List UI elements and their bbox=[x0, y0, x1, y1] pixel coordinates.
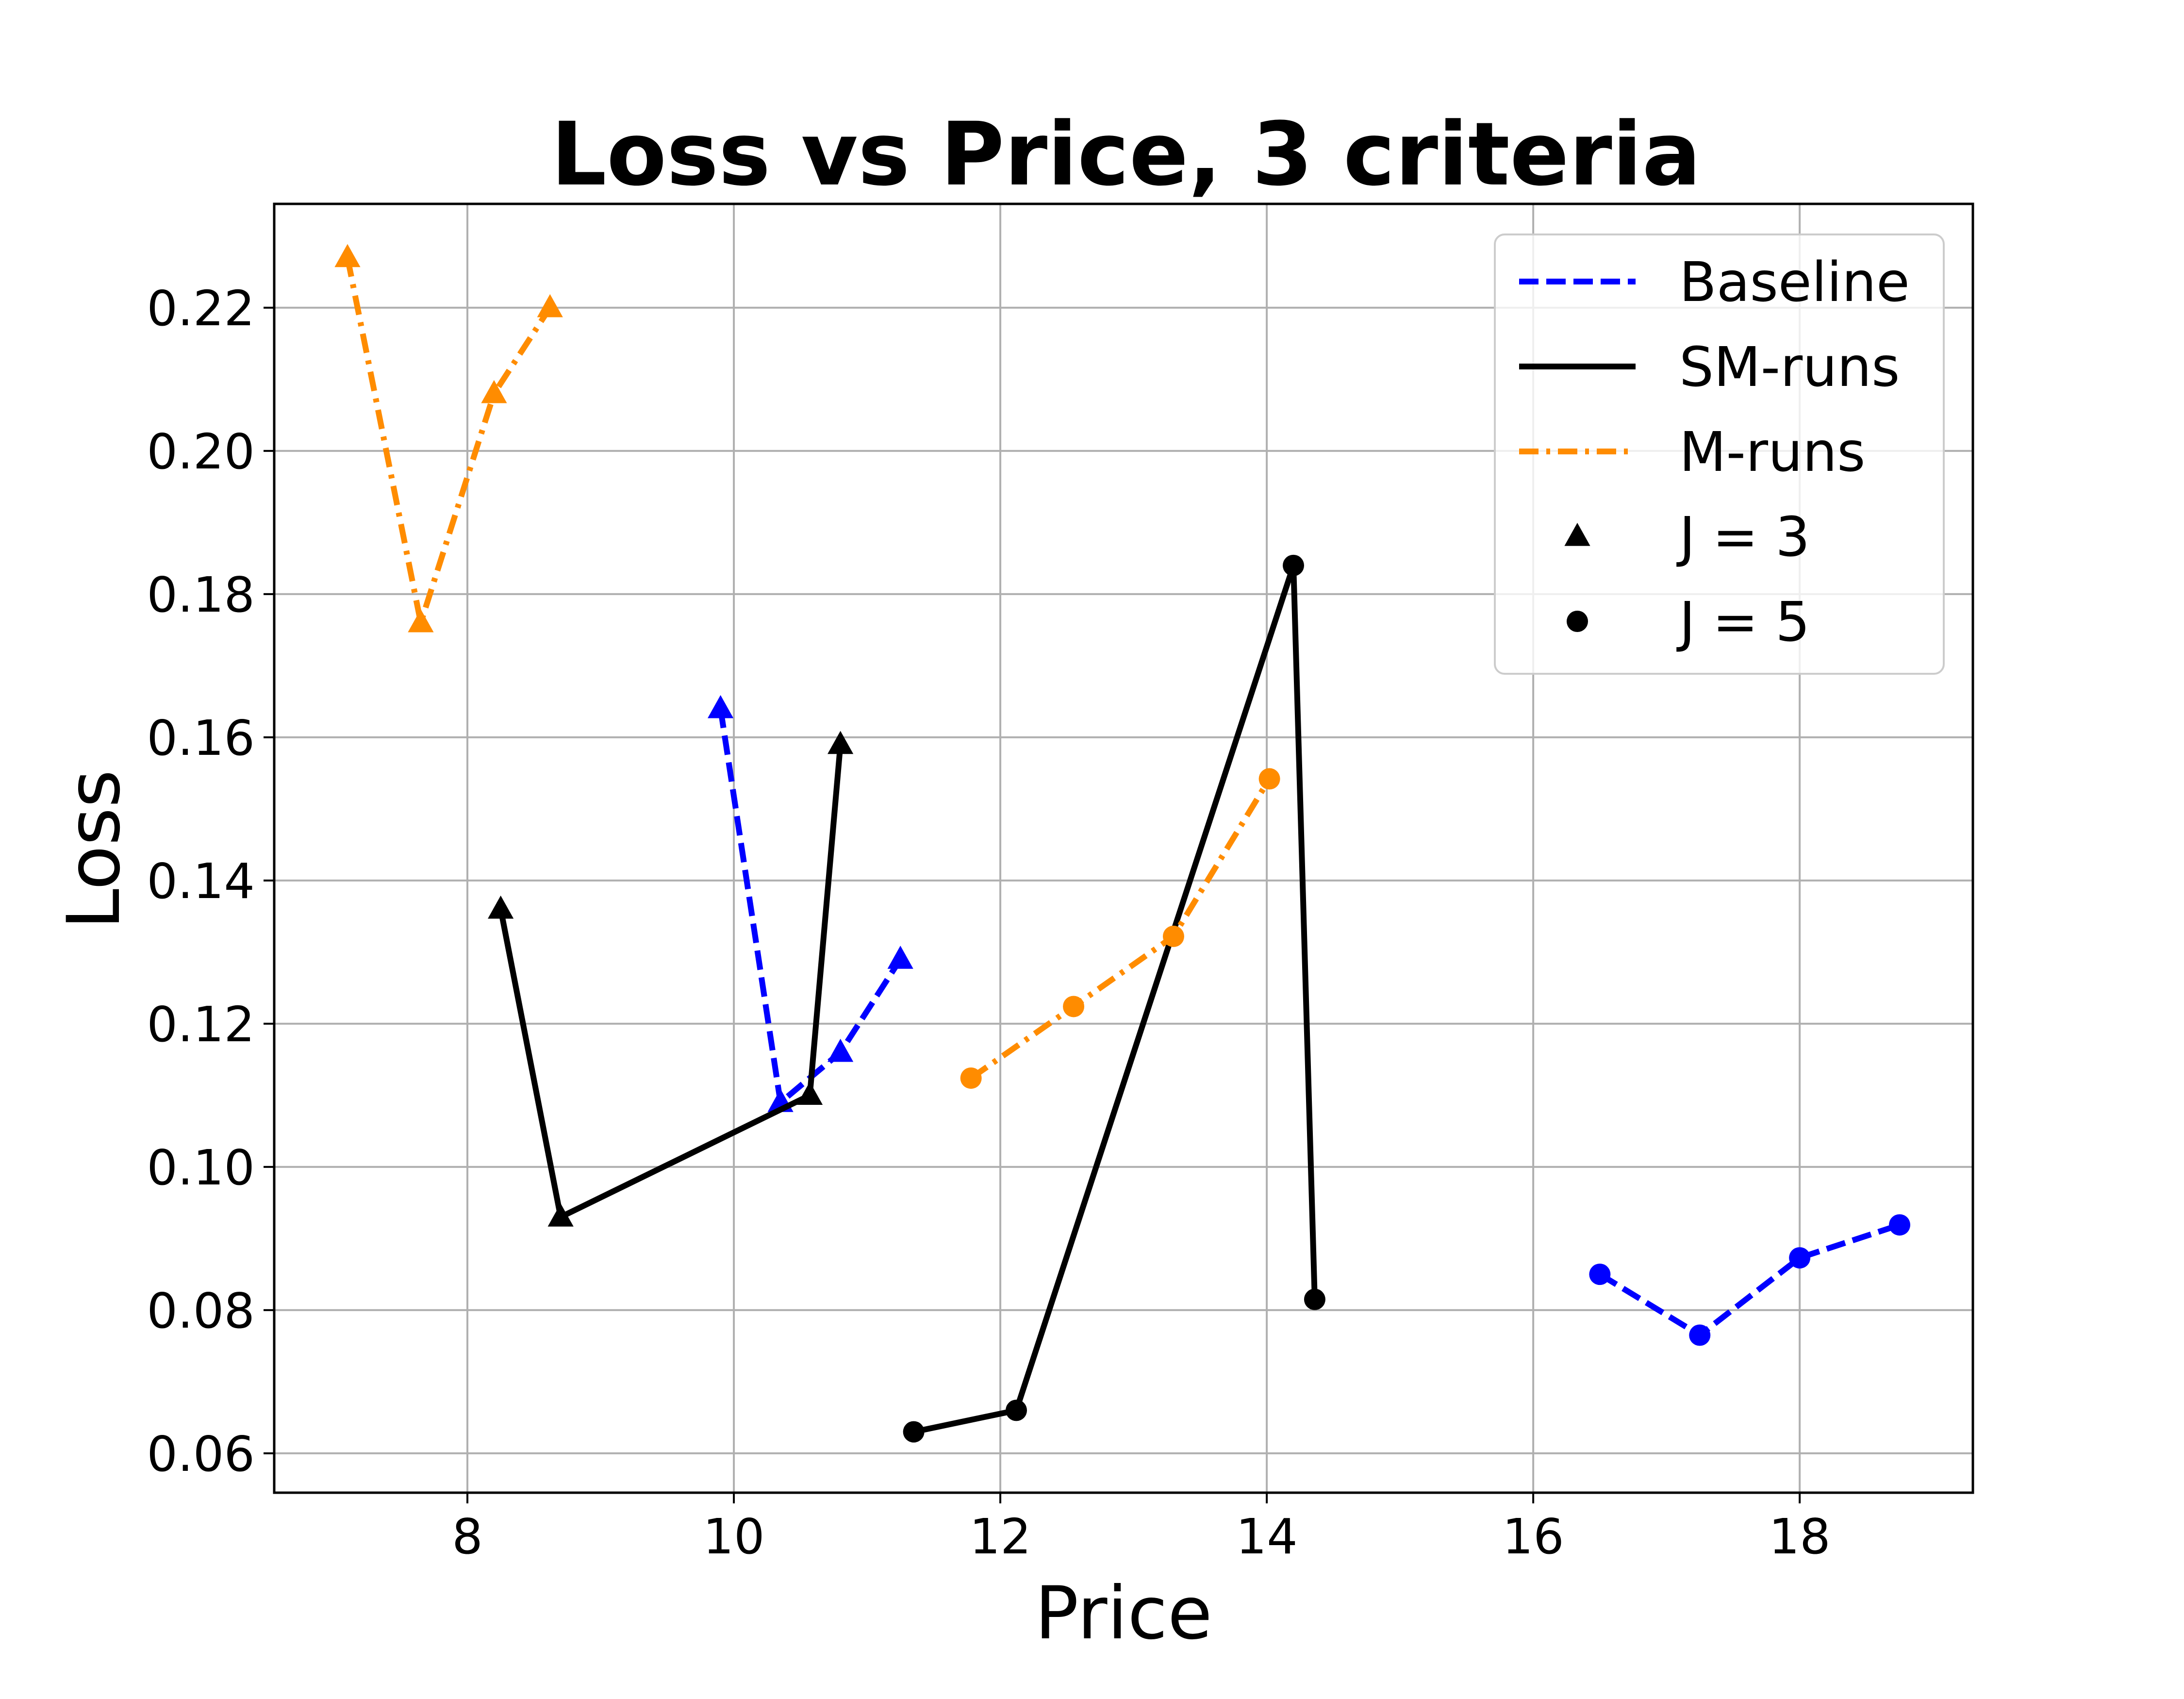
data-point-triangle bbox=[408, 609, 434, 633]
data-point-triangle bbox=[796, 1082, 823, 1105]
data-point-circle bbox=[1889, 1214, 1911, 1236]
legend-swatch bbox=[1567, 611, 1588, 632]
data-point-circle bbox=[960, 1067, 982, 1089]
series-m-runs-circle bbox=[960, 768, 1280, 1089]
y-tick-label: 0.10 bbox=[147, 1139, 255, 1196]
legend-swatch bbox=[1564, 523, 1590, 546]
series-line bbox=[497, 744, 844, 1220]
legend-label: J = 3 bbox=[1676, 506, 1810, 569]
series-line bbox=[345, 257, 553, 626]
data-point-circle bbox=[1162, 925, 1184, 947]
data-point-circle bbox=[1006, 1399, 1027, 1421]
data-point-circle bbox=[1789, 1247, 1811, 1269]
y-tick-label: 0.06 bbox=[147, 1426, 255, 1482]
chart-title: Loss vs Price, 3 criteria bbox=[551, 104, 1701, 205]
legend-box bbox=[1494, 233, 1945, 675]
x-tick-label: 18 bbox=[1769, 1508, 1831, 1565]
y-tick-label: 0.12 bbox=[147, 996, 255, 1053]
data-point-circle bbox=[1283, 554, 1304, 576]
y-tick-label: 0.18 bbox=[147, 566, 255, 623]
legend-label: Baseline bbox=[1679, 251, 1910, 314]
data-point-triangle bbox=[334, 244, 361, 267]
y-tick-label: 0.14 bbox=[147, 853, 255, 910]
legend-label: SM-runs bbox=[1679, 336, 1900, 399]
series-sm-runs-triangle bbox=[488, 731, 854, 1227]
x-tick-label: 14 bbox=[1236, 1508, 1297, 1565]
data-point-triangle bbox=[827, 731, 854, 754]
x-tick-label: 12 bbox=[969, 1508, 1031, 1565]
y-tick-label: 0.08 bbox=[147, 1283, 255, 1339]
series-m-runs-triangle bbox=[334, 244, 563, 633]
y-tick-label: 0.22 bbox=[147, 280, 255, 337]
legend-label: M-runs bbox=[1679, 421, 1865, 484]
grid bbox=[274, 204, 1973, 1493]
series-sm-runs-circle bbox=[903, 554, 1325, 1443]
series-baseline-circle bbox=[1589, 1214, 1911, 1346]
series-line bbox=[1598, 1222, 1901, 1338]
y-tick-label: 0.16 bbox=[147, 710, 255, 766]
data-point-circle bbox=[1689, 1324, 1711, 1346]
x-tick-label: 10 bbox=[703, 1508, 764, 1565]
data-point-triangle bbox=[827, 1038, 854, 1062]
series-line bbox=[969, 777, 1272, 1081]
series-line bbox=[913, 562, 1318, 1435]
data-point-circle bbox=[1304, 1288, 1325, 1310]
data-point-triangle bbox=[708, 695, 734, 718]
legend-label: J = 5 bbox=[1676, 591, 1810, 654]
data-point-circle bbox=[1063, 996, 1085, 1017]
legend-entry: J = 5 bbox=[1567, 591, 1810, 654]
legend-entry: J = 3 bbox=[1564, 506, 1810, 569]
data-point-triangle bbox=[887, 946, 913, 969]
legend-entry: Baseline bbox=[1519, 251, 1910, 314]
x-axis-label: Price bbox=[1035, 1571, 1212, 1656]
legend-entry: M-runs bbox=[1519, 421, 1865, 484]
data-point-circle bbox=[1258, 768, 1280, 790]
plot-frame bbox=[273, 202, 1974, 1494]
x-tick-label: 16 bbox=[1502, 1508, 1564, 1565]
y-axis-label: Loss bbox=[52, 769, 136, 929]
data-point-triangle bbox=[488, 895, 514, 919]
data-point-triangle bbox=[537, 294, 563, 317]
data-point-circle bbox=[903, 1421, 925, 1443]
data-point-triangle bbox=[481, 380, 507, 403]
data-point-triangle bbox=[547, 1203, 574, 1227]
ticks: 8 10 12 14 16 18 0.06 0.08 0.10 0.12 0.14 0.16 0.18 0… bbox=[147, 280, 1830, 1565]
legend: Baseline SM-runs M-runs J = 3 J = 5 bbox=[1494, 233, 1945, 675]
y-tick-label: 0.20 bbox=[147, 423, 255, 480]
data-point-circle bbox=[1589, 1264, 1611, 1285]
series-layer bbox=[334, 244, 1911, 1443]
legend-entry: SM-runs bbox=[1519, 336, 1900, 399]
x-tick-label: 8 bbox=[452, 1508, 483, 1565]
